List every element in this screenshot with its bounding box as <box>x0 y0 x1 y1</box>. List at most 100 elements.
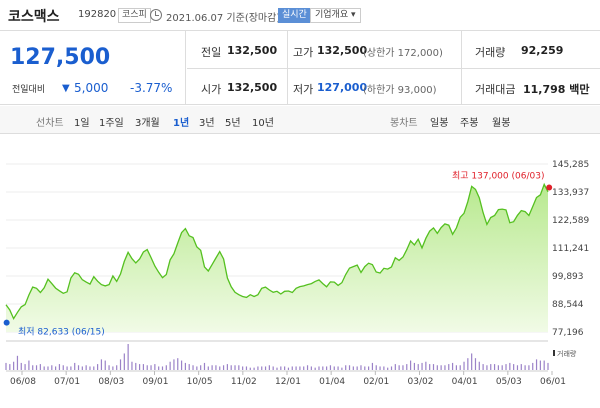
volume-bar <box>112 366 114 370</box>
realtime-button[interactable]: 실시간 <box>278 8 311 23</box>
x-tick-label: 08/03 <box>98 377 124 387</box>
change-percent: -3.77% <box>130 81 173 95</box>
volume-bar <box>371 362 374 370</box>
volume-bar <box>375 365 377 370</box>
high-value: 132,500 <box>317 44 368 57</box>
low-value: 127,000 <box>317 81 368 94</box>
volume-bar <box>158 366 160 370</box>
volume-bar <box>528 365 530 370</box>
volume-legend: 거래량 <box>557 349 577 358</box>
volume-bar <box>272 366 274 370</box>
quote-date: 2021.06.07 기준(장마감) <box>166 13 281 24</box>
volume-bar <box>66 366 68 370</box>
min-label: 최저 82,633 (06/15) <box>18 327 105 338</box>
volume-bar <box>322 366 324 370</box>
tab-3m[interactable]: 3개월 <box>135 118 160 129</box>
volume-bar <box>9 364 11 370</box>
tab-monthly[interactable]: 월봉 <box>492 118 511 129</box>
volume-bar <box>291 366 293 370</box>
volume-bar <box>47 366 49 370</box>
volume-bar <box>184 362 186 370</box>
volume-bar <box>32 365 34 370</box>
tab-5y[interactable]: 5년 <box>225 118 241 129</box>
volume-value: 92,259 <box>521 44 564 57</box>
volume-bar <box>360 365 362 370</box>
volume-bar <box>249 367 251 370</box>
market-badge: 코스피 <box>118 8 151 23</box>
volume-bar <box>74 362 76 370</box>
volume-bar <box>295 366 297 370</box>
x-tick-label: 06/01 <box>540 377 566 387</box>
volume-bar <box>520 364 522 370</box>
prev-close-value: 132,500 <box>227 44 278 57</box>
open-value: 132,500 <box>227 81 278 94</box>
current-price: 127,500 <box>10 45 111 70</box>
volume-bar <box>509 362 511 370</box>
volume-bar <box>547 362 549 370</box>
volume-bar <box>398 365 400 370</box>
volume-bar <box>142 364 145 370</box>
volume-bar <box>100 359 103 370</box>
volume-bar <box>490 364 492 370</box>
volume-bar <box>406 364 408 370</box>
price-chart[interactable]: 145,285 133,937 122,589 111,241 99,893 88,544… <box>0 134 600 408</box>
volume-bar <box>58 364 61 370</box>
volume-bar <box>138 364 141 370</box>
open-cell: 시가 132,500 <box>187 68 287 105</box>
volume-bar <box>276 367 278 370</box>
volume-bar <box>417 364 419 370</box>
company-overview-dropdown[interactable]: 기업개요 ▾ <box>310 8 361 23</box>
volume-bar <box>326 366 328 370</box>
volume-bar <box>345 365 347 370</box>
volume-bar <box>501 365 503 370</box>
tab-3y[interactable]: 3년 <box>199 118 215 129</box>
volume-bar <box>409 360 412 370</box>
volume-bar <box>207 366 209 370</box>
volume-bar <box>425 361 427 370</box>
down-arrow-icon: ▼ <box>62 83 70 94</box>
tab-1y[interactable]: 1년 <box>173 118 190 129</box>
y-tick-label: 145,285 <box>552 160 589 170</box>
volume-bar <box>261 366 263 370</box>
volume-bar <box>154 364 156 370</box>
max-point <box>546 184 553 191</box>
volume-bar <box>402 365 404 370</box>
chart-period-tabs: 선차트 1일 1주일 3개월 1년 3년 5년 10년 봉차트 일봉 주봉 월봉 <box>0 106 600 134</box>
tab-daily[interactable]: 일봉 <box>430 118 449 129</box>
volume-bar <box>478 361 480 370</box>
prev-close-cell: 전일 132,500 <box>187 31 287 68</box>
change-value: 5,000 <box>74 81 109 95</box>
volume-bar <box>77 365 80 370</box>
stock-code: 192820 <box>78 9 117 20</box>
volume-bar <box>482 364 484 370</box>
tab-1w[interactable]: 1주일 <box>99 118 124 129</box>
volume-bar <box>116 365 118 370</box>
volume-bar <box>85 365 87 370</box>
volume-bar <box>13 361 15 370</box>
y-tick-label: 88,544 <box>552 300 584 310</box>
tab-10y[interactable]: 10년 <box>252 118 274 129</box>
change-label: 전일대비 <box>12 85 46 95</box>
volume-bar <box>264 366 267 370</box>
volume-bar <box>524 365 526 370</box>
volume-bar <box>257 366 259 370</box>
volume-bar <box>341 367 343 370</box>
volume-bar <box>532 362 534 370</box>
tab-weekly[interactable]: 주봉 <box>460 118 479 129</box>
tab-1d[interactable]: 1일 <box>74 118 90 129</box>
x-tick-label: 03/02 <box>408 377 434 387</box>
volume-bar <box>539 360 541 370</box>
amount-value: 11,798 백만 <box>523 83 590 96</box>
volume-bar <box>135 362 137 370</box>
volume-bar <box>234 365 236 370</box>
stock-name[interactable]: 코스맥스 <box>8 9 60 25</box>
volume-bar <box>89 366 91 370</box>
volume-bar <box>310 366 312 370</box>
volume-bar <box>474 358 477 370</box>
volume-bar <box>108 365 110 370</box>
volume-bar <box>253 367 255 370</box>
volume-bar <box>303 366 305 370</box>
volume-bar <box>440 365 442 370</box>
volume-bar <box>337 366 339 370</box>
volume-bar <box>55 366 57 370</box>
